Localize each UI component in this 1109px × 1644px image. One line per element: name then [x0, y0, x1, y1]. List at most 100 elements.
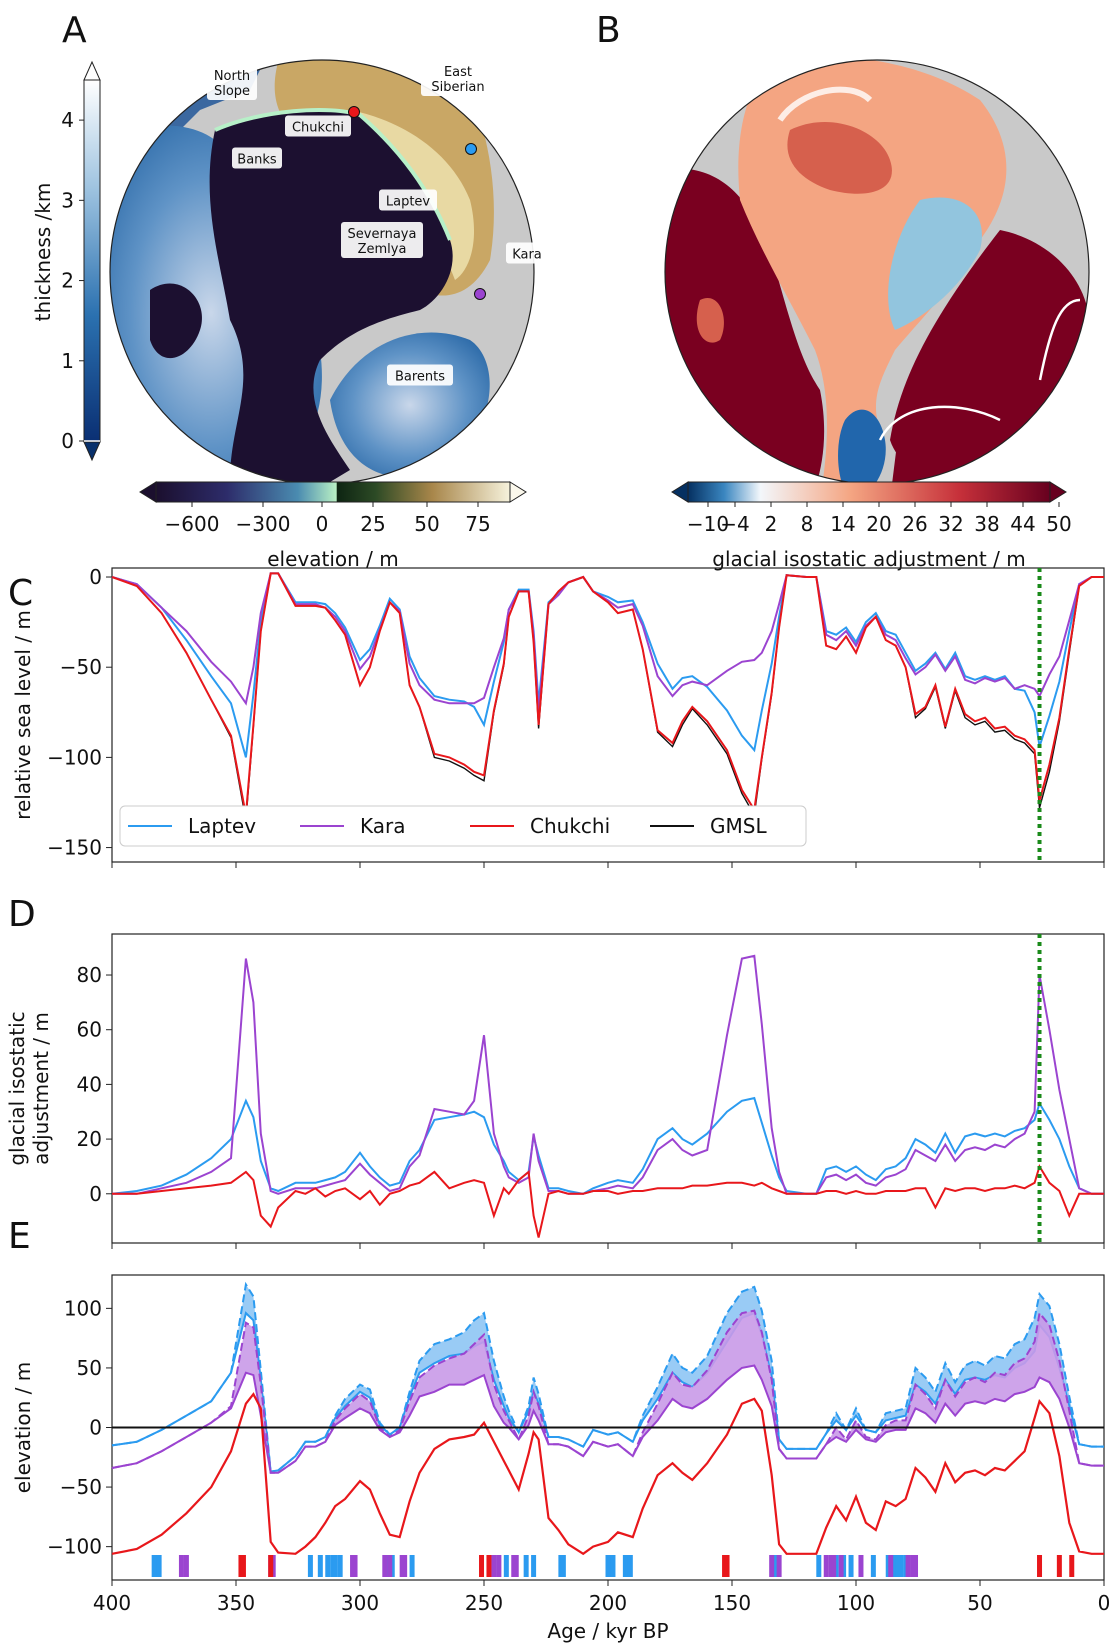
- y-tick-label: −100: [47, 1535, 102, 1559]
- series-line-chukchi: [111, 572, 1104, 816]
- x-tick-label: 200: [589, 1591, 627, 1615]
- y-tick-label: 0: [89, 1182, 102, 1206]
- place-label: North Slope: [207, 64, 257, 100]
- y-tick-label: −150: [47, 836, 102, 860]
- sample-tick-chukchi: [724, 1555, 730, 1577]
- sample-tick-laptev: [898, 1555, 904, 1577]
- y-tick-label: 0: [89, 1416, 102, 1440]
- sample-tick-kara: [838, 1555, 844, 1577]
- svg-text:GMSL: GMSL: [710, 814, 767, 838]
- sample-tick-laptev: [317, 1555, 323, 1577]
- site-marker-laptev: [465, 143, 477, 155]
- svg-text:Laptev: Laptev: [188, 814, 256, 838]
- sample-tick-laptev: [156, 1555, 162, 1577]
- series-line-chukchi: [112, 1163, 1104, 1238]
- thickness-axis-label: thickness /km: [31, 183, 55, 322]
- y-tick-label: −50: [60, 1475, 102, 1499]
- sample-tick-chukchi: [268, 1555, 274, 1577]
- gia-tick-label: 44: [1010, 512, 1035, 536]
- panel-label-b: B: [596, 10, 621, 51]
- elevation-tick-label: 0: [316, 512, 329, 536]
- x-tick-label: 300: [341, 1591, 379, 1615]
- x-tick-label: 400: [93, 1591, 131, 1615]
- elevation-tick-label: −300: [236, 512, 291, 536]
- sample-tick-kara: [776, 1555, 782, 1577]
- thickness-tick-label: 3: [61, 188, 74, 212]
- gia-tick-label: −10: [687, 512, 729, 536]
- sample-tick-laptev: [605, 1555, 611, 1577]
- x-tick-label: 0: [1098, 1591, 1109, 1615]
- sample-tick-laptev: [337, 1555, 343, 1577]
- sample-tick-laptev: [560, 1555, 566, 1577]
- svg-text:Laptev: Laptev: [386, 195, 431, 210]
- series-line-chukchi: [111, 1392, 1104, 1556]
- series-line-kara: [111, 572, 1104, 713]
- elevation-tick-label: 50: [414, 512, 439, 536]
- svg-text:Kara: Kara: [512, 248, 542, 263]
- panel-label-e: E: [8, 1216, 31, 1257]
- svg-text:Chukchi: Chukchi: [292, 121, 344, 136]
- sample-tick-laptev: [523, 1555, 529, 1577]
- sample-tick-kara: [387, 1555, 393, 1577]
- gia-tick-label: 20: [866, 512, 891, 536]
- thickness-tick-label: 2: [61, 269, 74, 293]
- legend-item-chukchi: Chukchi: [470, 814, 610, 838]
- y-tick-label: 40: [77, 1072, 102, 1096]
- sample-tick-kara: [183, 1555, 189, 1577]
- sample-tick-kara: [496, 1555, 502, 1577]
- panel-label-a: A: [62, 10, 87, 51]
- legend-item-kara: Kara: [300, 814, 406, 838]
- elevation-tick-label: 75: [465, 512, 490, 536]
- sample-tick-chukchi: [479, 1555, 485, 1577]
- x-tick-label: 50: [967, 1591, 992, 1615]
- sample-tick-laptev: [332, 1555, 338, 1577]
- y-tick-label: 100: [64, 1296, 102, 1320]
- sample-tick-kara: [823, 1555, 829, 1577]
- elevation-tick-label: −600: [165, 512, 220, 536]
- gia-tick-label: 8: [801, 512, 814, 536]
- thickness-tick-label: 0: [61, 429, 74, 453]
- sample-tick-kara: [831, 1555, 837, 1577]
- sample-tick-kara: [491, 1555, 497, 1577]
- sample-tick-chukchi: [1069, 1555, 1075, 1577]
- gia-map: [665, 60, 1089, 484]
- site-marker-chukchi: [348, 106, 360, 118]
- sample-tick-kara: [888, 1555, 894, 1577]
- svg-text:Kara: Kara: [360, 814, 406, 838]
- plot-frame: [111, 933, 1105, 1244]
- sample-tick-laptev: [870, 1555, 876, 1577]
- sample-tick-kara: [178, 1555, 184, 1577]
- gia-tick-label: 2: [765, 512, 778, 536]
- site-marker-kara: [474, 288, 486, 300]
- sample-tick-chukchi: [1037, 1555, 1043, 1577]
- gia-tick-label: 50: [1046, 512, 1071, 536]
- lower-line-kara: [111, 1364, 1104, 1474]
- elevation-axis-label: elevation / m: [267, 547, 399, 571]
- thickness-tick-label: 4: [61, 108, 74, 132]
- place-label: Laptev: [379, 189, 437, 211]
- y-axis-label: adjustment / m: [29, 1012, 53, 1165]
- y-axis-label: glacial isostatic: [5, 1011, 29, 1165]
- x-tick-label: 250: [465, 1591, 503, 1615]
- sample-tick-kara: [513, 1555, 519, 1577]
- sample-tick-laptev: [816, 1555, 822, 1577]
- y-axis-label: elevation / m: [11, 1362, 35, 1494]
- y-axis-label: relative sea level / m: [11, 610, 35, 820]
- place-label: Banks: [232, 147, 282, 169]
- gia-tick-label: 38: [974, 512, 999, 536]
- panel-c-relative-sea-level: 0 −50 −100 −150 relative sea level / m Laptev…: [11, 565, 1105, 868]
- sample-tick-chukchi: [486, 1555, 492, 1577]
- series-line-laptev: [111, 572, 1104, 758]
- svg-text:Barents: Barents: [395, 370, 445, 385]
- panel-e-elevation: 100 50 0 −50 −100 400 350 300 250 200 150 100 50 0 ele…: [11, 1274, 1109, 1643]
- sample-tick-laptev: [610, 1555, 616, 1577]
- panel-label-c: C: [8, 573, 33, 614]
- x-tick-label: 350: [217, 1591, 255, 1615]
- sample-tick-kara: [769, 1555, 775, 1577]
- elevation-colorbar: [139, 481, 527, 503]
- sample-tick-kara: [382, 1555, 388, 1577]
- series-line-laptev: [111, 1096, 1104, 1195]
